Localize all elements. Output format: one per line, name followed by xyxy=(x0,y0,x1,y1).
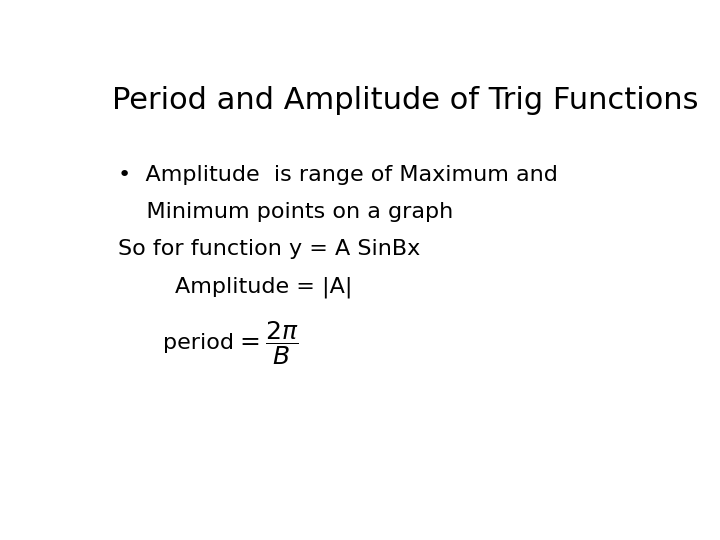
Text: Minimum points on a graph: Minimum points on a graph xyxy=(118,202,453,222)
Text: So for function y = A SinBx: So for function y = A SinBx xyxy=(118,239,420,259)
Text: Amplitude = |A|: Amplitude = |A| xyxy=(118,277,352,299)
Text: period: period xyxy=(163,333,233,353)
Text: $=\dfrac{2\pi}{B}$: $=\dfrac{2\pi}{B}$ xyxy=(235,320,299,367)
Text: Period and Amplitude of Trig Functions: Period and Amplitude of Trig Functions xyxy=(112,85,699,114)
Text: •  Amplitude  is range of Maximum and: • Amplitude is range of Maximum and xyxy=(118,165,558,185)
